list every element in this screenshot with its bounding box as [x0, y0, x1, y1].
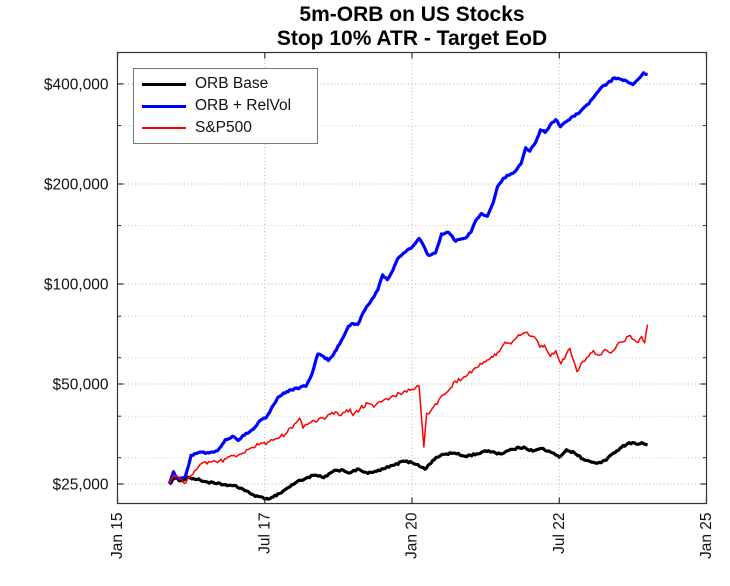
series-layer — [167, 71, 649, 501]
series-line-orb-relvol — [167, 71, 648, 485]
axis-layer: $25,000 $50,000 $100,000 $200,000 $400,000 Ja… — [44, 51, 715, 560]
legend-item-sp500: S&P500 — [142, 117, 309, 139]
y-tick-label: $50,000 — [52, 377, 108, 394]
legend-label-orb-base: ORB Base — [195, 75, 269, 92]
legend-line-sample-sp500 — [142, 127, 186, 129]
chart-subtitle: Stop 10% ATR - Target EoD — [277, 27, 547, 50]
series-line-orb-base — [168, 441, 648, 501]
series-line-s-p500 — [168, 324, 649, 485]
legend-line-sample-orb-relvol — [142, 104, 186, 108]
x-tick-label: Jan 15 — [109, 513, 126, 560]
x-tick-label: Jan 25 — [698, 513, 715, 560]
legend-label-sp500: S&P500 — [195, 119, 252, 136]
chart-title: 5m-ORB on US Stocks — [299, 3, 524, 26]
legend-line-sample-orb-base — [142, 82, 186, 86]
x-tick-label: Jul 17 — [256, 513, 273, 554]
legend-item-orb-base: ORB Base — [142, 73, 309, 95]
legend-item-orb-relvol: ORB + RelVol — [142, 95, 309, 117]
x-tick-label: Jan 20 — [404, 512, 421, 559]
legend: ORB Base ORB + RelVol S&P500 — [133, 68, 318, 144]
y-tick-label: $25,000 — [52, 477, 108, 494]
legend-label-orb-relvol: ORB + RelVol — [195, 97, 292, 114]
y-tick-label: $400,000 — [44, 76, 109, 93]
y-tick-label: $200,000 — [44, 177, 109, 194]
x-tick-label: Jul 22 — [551, 513, 568, 554]
y-tick-label: $100,000 — [44, 277, 109, 294]
